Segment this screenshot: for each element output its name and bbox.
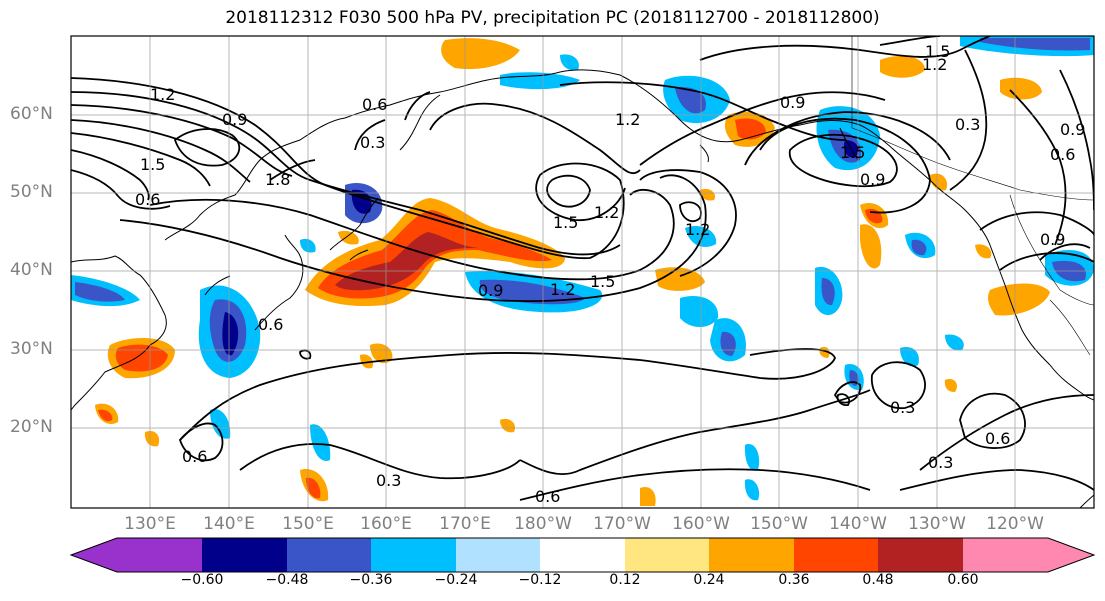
lon-label: 170°E — [439, 514, 491, 534]
colorbar-tick-label: −0.12 — [518, 572, 562, 588]
contour-label: 0.9 — [222, 110, 247, 129]
contour-label: 1.5 — [925, 42, 950, 61]
colorbar-bin — [287, 538, 371, 572]
contour-label: 1.5 — [840, 143, 865, 162]
contour-label: 0.3 — [360, 133, 385, 152]
colorbar — [69, 537, 1096, 573]
contour-label: 0.6 — [535, 487, 560, 506]
contour-label: 1.2 — [150, 85, 175, 104]
colorbar-extend-low — [71, 538, 117, 572]
negative-precip-shading — [71, 36, 1094, 501]
political-borders — [851, 36, 1094, 356]
lon-label: 140°E — [203, 514, 255, 534]
colorbar-bin — [625, 538, 709, 572]
lon-label: 150°W — [750, 514, 808, 534]
colorbar-bin — [878, 538, 963, 572]
contour-label: 0.9 — [1060, 120, 1085, 139]
colorbar-bin — [963, 538, 1048, 572]
contour-label: 1.2 — [550, 280, 575, 299]
colorbar-bin — [117, 538, 202, 572]
colorbar-bin — [456, 538, 540, 572]
lon-label: 160°E — [360, 514, 412, 534]
lon-label: 120°W — [986, 514, 1044, 534]
contour-label: 0.6 — [362, 95, 387, 114]
colorbar-tick-label: −0.48 — [265, 572, 309, 588]
colorbar-extend-high — [1048, 538, 1094, 572]
map-frame — [70, 35, 1095, 509]
colorbar-tick-label: 0.60 — [947, 572, 979, 588]
lat-label: 20°N — [10, 417, 53, 437]
contour-label: 0.3 — [376, 471, 401, 490]
contour-label: 1.5 — [590, 272, 615, 291]
contour-label: 1.5 — [553, 213, 578, 232]
contour-label: 1.2 — [922, 55, 947, 74]
lat-label: 50°N — [10, 182, 53, 202]
contour-label: 0.3 — [890, 398, 915, 417]
lat-label: 40°N — [10, 260, 53, 280]
contour-label: 0.6 — [182, 447, 207, 466]
contour-label: 0.6 — [258, 315, 283, 334]
contour-label: 0.6 — [135, 190, 160, 209]
colorbar-tick-label: 0.12 — [609, 572, 641, 588]
colorbar-bin — [202, 538, 287, 572]
gridlines — [71, 36, 1094, 508]
contour-label: 0.9 — [860, 170, 885, 189]
lon-label: 180°W — [514, 514, 572, 534]
contour-label: 1.8 — [265, 170, 290, 189]
colorbar-tick-label: 0.48 — [862, 572, 894, 588]
pv-contours — [71, 36, 1094, 501]
contour-label: 1.2 — [685, 220, 710, 239]
contour-label: 1.2 — [594, 203, 619, 222]
contour-label: 0.9 — [478, 281, 503, 300]
colorbar-bin — [371, 538, 456, 572]
contour-label: 1.2 — [615, 110, 640, 129]
contour-label: 0.3 — [955, 115, 980, 134]
lon-label: 130°E — [124, 514, 176, 534]
lon-label: 150°E — [282, 514, 334, 534]
colorbar-tick-label: −0.24 — [434, 572, 478, 588]
contour-label: 0.6 — [1050, 145, 1075, 164]
contour-label: 0.3 — [928, 453, 953, 472]
map-title: 2018112312 F030 500 hPa PV, precipitatio… — [225, 8, 880, 28]
lon-label: 140°W — [829, 514, 887, 534]
lat-label: 30°N — [10, 339, 53, 359]
contour-label: 0.9 — [1040, 230, 1065, 249]
positive-precip-shading — [95, 38, 1050, 506]
lon-label: 160°W — [672, 514, 730, 534]
contour-label: 1.5 — [140, 155, 165, 174]
contour-labels: 1.2 0.6 0.9 1.5 1.8 0.6 0.3 1.2 1.5 1.2 … — [135, 42, 1085, 506]
colorbar-tick-label: 0.24 — [693, 572, 725, 588]
colorbar-bin — [709, 538, 794, 572]
map-content: 1.2 0.6 0.9 1.5 1.8 0.6 0.3 1.2 1.5 1.2 … — [71, 36, 1094, 508]
contour-label: 0.6 — [985, 429, 1010, 448]
colorbar-bin — [794, 538, 878, 572]
colorbar-tick-label: −0.60 — [180, 572, 224, 588]
lon-label: 170°W — [593, 514, 651, 534]
colorbar-tick-label: −0.36 — [349, 572, 393, 588]
lat-label: 60°N — [10, 104, 53, 124]
lon-label: 130°W — [908, 514, 966, 534]
colorbar-tick-label: 0.36 — [778, 572, 810, 588]
contour-label: 0.9 — [780, 93, 805, 112]
colorbar-bin — [540, 538, 625, 572]
